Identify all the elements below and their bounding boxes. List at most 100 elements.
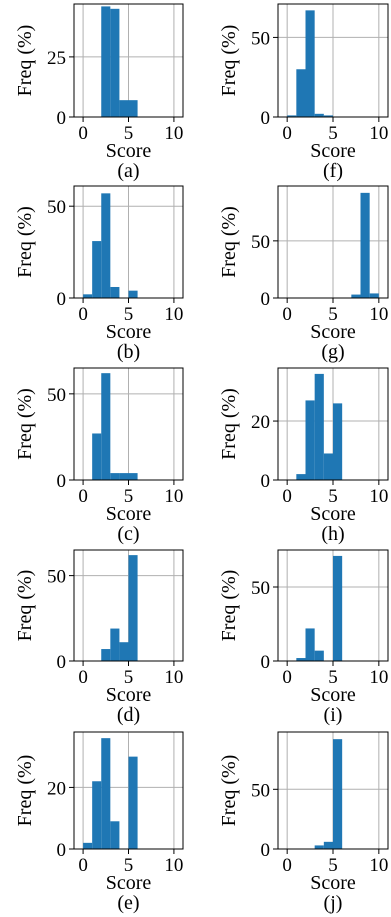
y-axis-label: Freq (%) — [14, 25, 36, 97]
x-tick-label: 5 — [328, 486, 338, 507]
x-axis-label: Score — [310, 684, 356, 706]
x-tick-label: 10 — [164, 855, 183, 876]
histogram-bar — [110, 473, 120, 480]
panel-caption: (c) — [117, 523, 139, 545]
x-axis-label: Score — [106, 684, 152, 706]
histogram-bar — [119, 642, 129, 661]
histogram-bar — [110, 8, 120, 118]
x-tick-label: 0 — [78, 855, 88, 876]
y-axis-label: Freq (%) — [14, 388, 36, 460]
y-tick-label: 0 — [57, 840, 67, 861]
histogram-bar — [296, 658, 306, 661]
panel-b: 0 5 10 0 50 Score Freq (%) (b) — [14, 185, 184, 363]
x-axis-label: Score — [106, 321, 152, 343]
x-axis-label: Score — [310, 503, 356, 525]
histogram-bar — [119, 100, 129, 117]
histogram-bar — [92, 781, 102, 849]
x-tick-label: 5 — [124, 304, 134, 325]
panel-caption: (h) — [321, 523, 344, 545]
histogram-bar — [101, 738, 111, 849]
x-tick-label: 10 — [164, 667, 183, 688]
histogram-bar — [296, 474, 306, 480]
histogram-bar — [333, 739, 343, 849]
x-tick-label: 0 — [78, 304, 88, 325]
histogram-bar — [333, 403, 343, 480]
y-tick-label: 0 — [57, 289, 67, 310]
histogram-bar — [101, 6, 111, 117]
histogram-bar — [323, 841, 333, 849]
panel-caption: (j) — [324, 892, 343, 914]
y-tick-label: 50 — [251, 578, 270, 599]
y-tick-label: 20 — [47, 778, 66, 799]
x-tick-label: 5 — [328, 855, 338, 876]
y-tick-label: 0 — [261, 471, 271, 492]
y-axis-label: Freq (%) — [218, 388, 240, 460]
y-tick-label: 0 — [261, 652, 271, 673]
histogram-bar — [305, 10, 315, 118]
histogram-bar — [128, 473, 138, 480]
panel-e: 0 5 10 0 20 Score Freq (%) (e) — [14, 731, 184, 914]
panel-j: 0 5 10 0 50 Score Freq (%) (j) — [218, 731, 389, 914]
histogram-bar — [101, 373, 111, 480]
x-tick-label: 10 — [164, 304, 183, 325]
histogram-bar — [360, 192, 370, 298]
x-axis-label: Score — [106, 140, 152, 162]
y-tick-label: 0 — [261, 840, 271, 861]
histogram-bar — [296, 69, 306, 117]
histogram-bar — [369, 293, 379, 298]
x-axis-label: Score — [310, 872, 356, 894]
y-tick-label: 50 — [251, 780, 270, 801]
histogram-bar — [128, 756, 138, 849]
x-tick-label: 0 — [78, 486, 88, 507]
x-tick-label: 0 — [78, 667, 88, 688]
panel-caption: (b) — [117, 341, 140, 363]
y-tick-label: 50 — [47, 385, 66, 406]
panel-h: 0 5 10 0 20 Score Freq (%) (h) — [218, 367, 389, 545]
y-tick-label: 0 — [261, 108, 271, 129]
y-axis-label: Freq (%) — [218, 25, 240, 97]
x-axis-label: Score — [106, 872, 152, 894]
x-tick-label: 10 — [369, 855, 388, 876]
x-tick-label: 0 — [282, 304, 292, 325]
histogram-bar — [110, 628, 120, 661]
panel-f: 0 5 10 0 50 Score Freq (%) (f) — [218, 3, 389, 182]
histogram-bar — [110, 821, 120, 849]
histogram-bar — [101, 649, 111, 661]
panel-a: 0 5 10 0 25 Score Freq (%) (a) — [14, 3, 184, 182]
histogram-bar — [92, 241, 102, 298]
x-tick-label: 0 — [282, 667, 292, 688]
histogram-bar — [323, 115, 333, 117]
x-tick-label: 5 — [328, 123, 338, 144]
x-axis-label: Score — [106, 503, 152, 525]
x-tick-label: 5 — [328, 667, 338, 688]
histogram-bar — [119, 473, 129, 480]
panel-d: 0 5 10 0 50 Score Freq (%) (d) — [14, 549, 184, 726]
x-tick-label: 0 — [282, 855, 292, 876]
histogram-bar — [128, 100, 138, 117]
histogram-bar — [287, 115, 297, 117]
y-tick-label: 0 — [57, 108, 67, 129]
histogram-bar — [351, 294, 361, 298]
x-tick-label: 10 — [164, 486, 183, 507]
panel-caption: (i) — [324, 704, 343, 726]
histogram-bar — [323, 453, 333, 480]
histogram-bar — [128, 555, 138, 661]
histogram-bar — [92, 433, 102, 480]
x-tick-label: 10 — [369, 486, 388, 507]
y-tick-label: 0 — [57, 471, 67, 492]
y-tick-label: 50 — [47, 567, 66, 588]
histogram-bar — [314, 845, 324, 849]
x-tick-label: 5 — [124, 855, 134, 876]
panel-caption: (a) — [117, 160, 139, 182]
panel-i: 0 5 10 0 50 Score Freq (%) (i) — [218, 549, 389, 726]
x-tick-label: 5 — [124, 667, 134, 688]
histogram-bar — [305, 400, 315, 480]
histogram-bar — [101, 193, 111, 298]
panel-caption: (e) — [117, 892, 139, 914]
panel-caption: (g) — [321, 341, 344, 363]
panel-g: 0 5 10 0 50 Score Freq (%) (g) — [218, 185, 389, 363]
histogram-bar — [314, 650, 324, 661]
panel-caption: (f) — [323, 160, 343, 182]
panel-caption: (d) — [117, 704, 140, 726]
y-tick-label: 50 — [251, 232, 270, 253]
